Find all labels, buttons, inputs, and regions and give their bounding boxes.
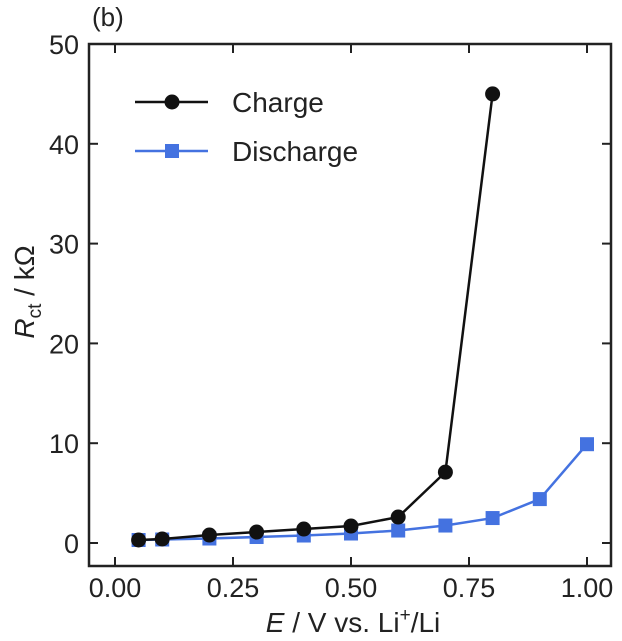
legend-discharge-label: Discharge bbox=[232, 136, 358, 167]
data-point-discharge bbox=[485, 511, 500, 526]
data-point-charge bbox=[154, 531, 170, 547]
data-point-discharge bbox=[580, 437, 594, 452]
x-axis-label: E / V vs. Li+/Li bbox=[266, 605, 441, 638]
legend: Charge Discharge bbox=[135, 87, 358, 167]
legend-charge-label: Charge bbox=[232, 87, 324, 118]
legend-discharge-marker bbox=[165, 144, 179, 158]
y-tick-label: 20 bbox=[49, 329, 79, 359]
data-point-charge bbox=[249, 524, 265, 540]
data-point-charge bbox=[390, 509, 406, 525]
series-charge bbox=[131, 86, 501, 548]
x-axis-label-tail: /Li bbox=[411, 607, 441, 638]
x-axis-label-variable: E bbox=[266, 607, 285, 638]
y-tick-label: 50 bbox=[49, 30, 79, 60]
y-tick-label: 40 bbox=[49, 130, 79, 160]
y-axis-label-variable: R bbox=[9, 318, 40, 338]
y-tick-label: 10 bbox=[49, 429, 79, 459]
x-tick-label: 0.25 bbox=[207, 573, 260, 603]
x-axis-label-unit: / V vs. Li bbox=[284, 607, 399, 638]
x-tick-label: 0.75 bbox=[443, 573, 496, 603]
data-point-discharge bbox=[391, 523, 406, 538]
x-tick-label: 0.50 bbox=[325, 573, 378, 603]
data-point-charge bbox=[296, 521, 312, 537]
y-axis-label-sub: ct bbox=[25, 303, 46, 319]
x-axis: 0.00 0.25 0.50 0.75 1.00 bbox=[89, 44, 614, 603]
data-point-charge bbox=[485, 86, 501, 102]
y-tick-label: 30 bbox=[49, 230, 79, 260]
data-point-charge bbox=[201, 527, 217, 543]
series-line-discharge bbox=[138, 443, 588, 542]
data-point-charge bbox=[437, 464, 453, 480]
y-axis-label: Rct / kΩ bbox=[9, 245, 46, 338]
series-layer bbox=[131, 86, 594, 548]
x-axis-label-sup: + bbox=[400, 605, 411, 626]
y-tick-label: 0 bbox=[64, 529, 79, 559]
plot-frame bbox=[87, 42, 613, 568]
data-point-discharge bbox=[438, 518, 453, 533]
x-tick-label: 0.00 bbox=[89, 573, 142, 603]
data-point-charge bbox=[131, 532, 147, 548]
panel-label: (b) bbox=[92, 2, 124, 32]
x-tick-label: 1.00 bbox=[561, 573, 614, 603]
y-axis-label-unit: / kΩ bbox=[9, 245, 40, 303]
y-axis: 0 10 20 30 40 50 bbox=[49, 30, 611, 559]
data-point-charge bbox=[343, 518, 359, 534]
legend-charge-marker bbox=[164, 94, 180, 110]
series-discharge bbox=[131, 437, 594, 548]
data-point-discharge bbox=[532, 492, 547, 507]
